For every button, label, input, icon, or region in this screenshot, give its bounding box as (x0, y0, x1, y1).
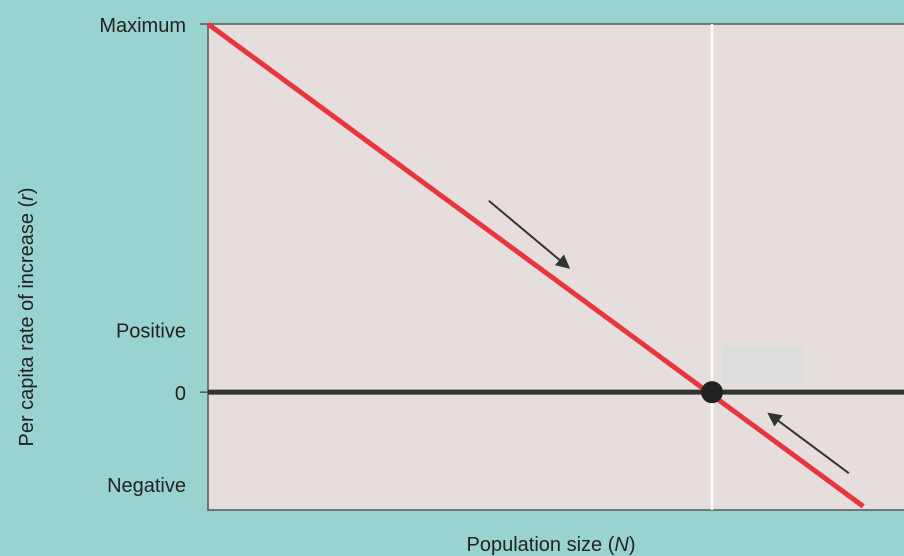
equilibrium-point (701, 381, 723, 404)
y-axis-title-suffix: ) (16, 187, 38, 194)
x-axis-title: Population size (N) (467, 534, 636, 556)
y-tick-label-maximum: Maximum (99, 15, 186, 37)
x-axis-title-suffix: ) (629, 534, 636, 556)
y-axis-variable: r (16, 193, 38, 201)
y-tick-label-negative: Negative (107, 475, 186, 497)
y-axis-title-prefix: Per capita rate of increase ( (16, 201, 38, 447)
x-axis-variable: N (614, 534, 629, 556)
arrow-toward-equilibrium-right (767, 412, 850, 474)
arrow-toward-equilibrium-left (488, 199, 571, 269)
y-tick-label-zero: 0 (175, 383, 186, 405)
per-capita-rate-line (206, 21, 865, 509)
y-axis-title: Per capita rate of increase (r) (16, 187, 38, 446)
blank-label-box (723, 346, 803, 385)
y-tick-label-positive: Positive (116, 321, 186, 343)
x-axis-title-prefix: Population size ( (467, 534, 615, 556)
